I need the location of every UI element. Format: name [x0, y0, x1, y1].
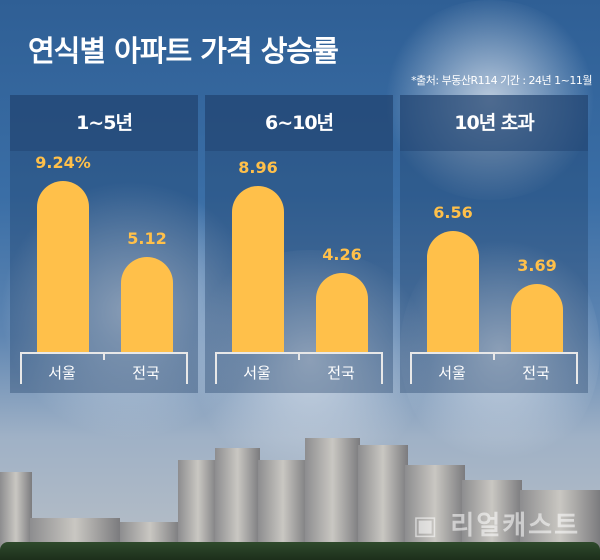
data-label: 4.26	[322, 245, 362, 265]
bar	[511, 283, 563, 352]
watermark-logo: ▣ 리얼캐스트	[412, 511, 580, 541]
source-note: *출처: 부동산R114 기간 : 24년 1~11월	[411, 74, 592, 87]
panel-title: 10년 초과	[400, 95, 588, 151]
category-label: 전국	[132, 364, 160, 382]
chart-title: 연식별 아파트 가격 상승률	[28, 34, 339, 68]
category-label: 서울	[438, 364, 466, 382]
data-label: 5.12	[127, 229, 167, 249]
bar	[316, 273, 368, 352]
data-label: 8.96	[238, 158, 278, 178]
bar	[37, 181, 89, 352]
category-label: 전국	[522, 364, 550, 382]
category-label: 서울	[243, 364, 271, 382]
cloud	[180, 250, 440, 470]
bar	[121, 257, 173, 352]
category-label: 전국	[327, 364, 355, 382]
bar	[427, 230, 479, 352]
category-label: 서울	[48, 364, 76, 382]
axis-tick	[493, 352, 495, 360]
axis-tick	[298, 352, 300, 360]
data-label: 3.69	[517, 255, 557, 275]
panel-title: 6~10년	[205, 95, 393, 151]
data-label: 9.24%	[35, 153, 91, 173]
chart-panel: 10년 초과 6.56 서울 3.69 전국	[400, 95, 588, 393]
bar	[232, 186, 284, 352]
data-label: 6.56	[433, 202, 473, 222]
chart-panel: 6~10년 8.96 서울 4.26 전국	[205, 95, 393, 393]
axis-tick	[103, 352, 105, 360]
city-skyline	[0, 430, 600, 560]
panel-title: 1~5년	[10, 95, 198, 151]
chart-panel: 1~5년 9.24% 서울 5.12 전국	[10, 95, 198, 393]
